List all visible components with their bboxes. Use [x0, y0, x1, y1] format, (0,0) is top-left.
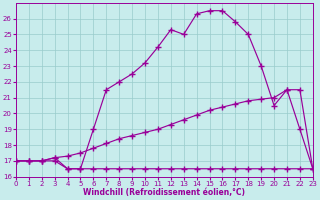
X-axis label: Windchill (Refroidissement éolien,°C): Windchill (Refroidissement éolien,°C) — [84, 188, 245, 197]
